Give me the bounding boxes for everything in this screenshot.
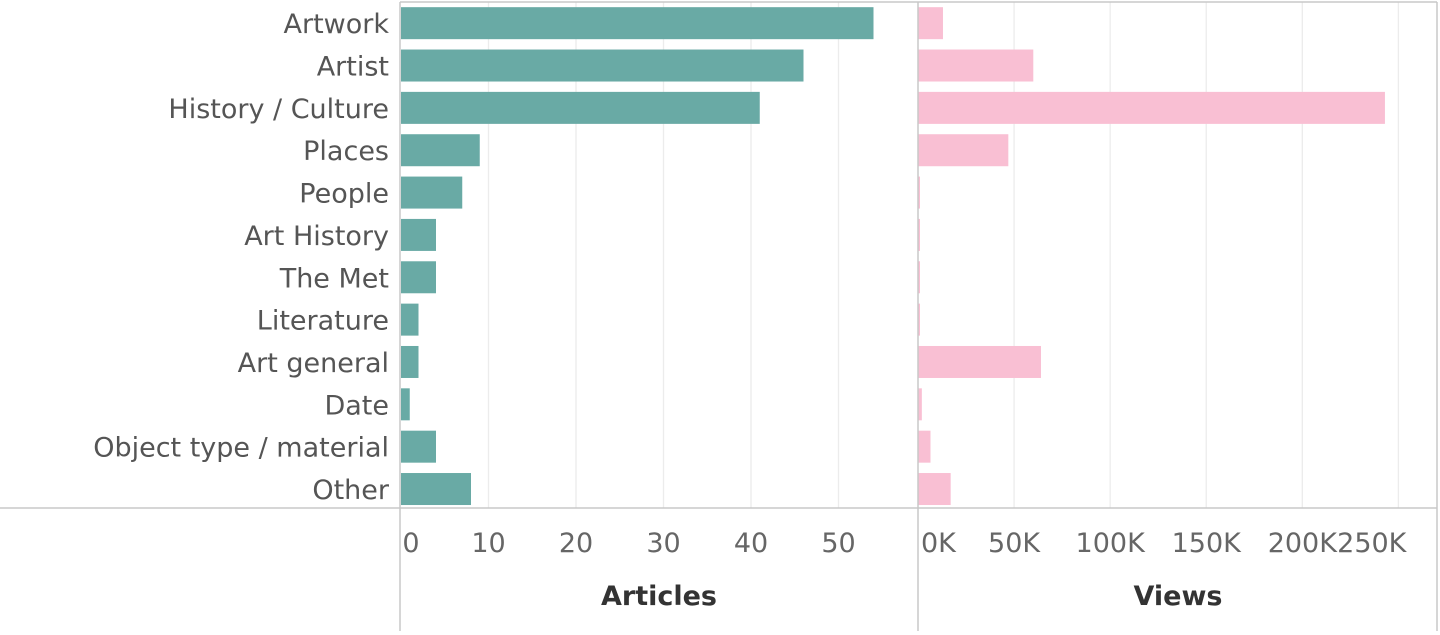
category-label: Object type / material bbox=[93, 433, 389, 464]
views-bar bbox=[918, 430, 931, 463]
views-bar bbox=[918, 261, 920, 294]
articles-bar bbox=[401, 218, 436, 251]
articles-tick-label: 50 bbox=[821, 528, 855, 559]
views-bar bbox=[918, 49, 1034, 82]
articles-bar bbox=[401, 7, 874, 40]
articles-tick-label: 10 bbox=[471, 528, 505, 559]
articles-bar bbox=[401, 388, 410, 421]
grid-layer bbox=[487, 2, 1400, 508]
category-label: Literature bbox=[257, 306, 389, 337]
articles-bar bbox=[401, 49, 804, 82]
articles-bar bbox=[401, 91, 760, 124]
category-label: History / Culture bbox=[168, 94, 389, 125]
views-tick-label: 150K bbox=[1172, 528, 1243, 559]
views-tick-label: 0K bbox=[921, 528, 957, 559]
articles-bar bbox=[401, 345, 419, 378]
views-bar bbox=[918, 388, 922, 421]
articles-bar bbox=[401, 134, 480, 167]
views-bar bbox=[918, 473, 951, 506]
articles-bar bbox=[401, 473, 471, 506]
category-label: Art general bbox=[238, 348, 389, 379]
articles-tick-label: 0 bbox=[402, 528, 419, 559]
views-axis-title: Views bbox=[1133, 581, 1222, 612]
category-label: Artwork bbox=[284, 9, 390, 40]
articles-tick-label: 30 bbox=[646, 528, 680, 559]
views-bar bbox=[918, 134, 1009, 167]
articles-bar bbox=[401, 303, 419, 336]
views-tick-label: 100K bbox=[1076, 528, 1147, 559]
articles-bar bbox=[401, 176, 463, 209]
articles-axis-title: Articles bbox=[601, 581, 717, 612]
articles-bar bbox=[401, 261, 436, 294]
views-bar bbox=[918, 345, 1041, 378]
label-layer: Artwork Artist History / Culture Places Peop… bbox=[93, 9, 1407, 559]
views-bar bbox=[918, 91, 1385, 124]
category-label: The Met bbox=[279, 263, 389, 294]
category-label: Art History bbox=[244, 221, 389, 252]
views-tick-label: 200K bbox=[1268, 528, 1339, 559]
category-label: People bbox=[299, 179, 389, 210]
articles-tick-label: 20 bbox=[559, 528, 593, 559]
views-tick-label: 250K bbox=[1337, 528, 1408, 559]
category-label: Date bbox=[324, 390, 389, 421]
views-bar bbox=[918, 7, 943, 40]
articles-tick-label: 40 bbox=[734, 528, 768, 559]
views-bar bbox=[918, 218, 920, 251]
category-label: Artist bbox=[317, 52, 389, 83]
views-bar bbox=[918, 176, 920, 209]
views-tick-label: 50K bbox=[988, 528, 1041, 559]
category-label: Places bbox=[303, 136, 389, 167]
bar-layer bbox=[401, 7, 1385, 506]
articles-bar bbox=[401, 430, 436, 463]
views-bar bbox=[918, 303, 920, 336]
category-label: Other bbox=[312, 475, 390, 506]
